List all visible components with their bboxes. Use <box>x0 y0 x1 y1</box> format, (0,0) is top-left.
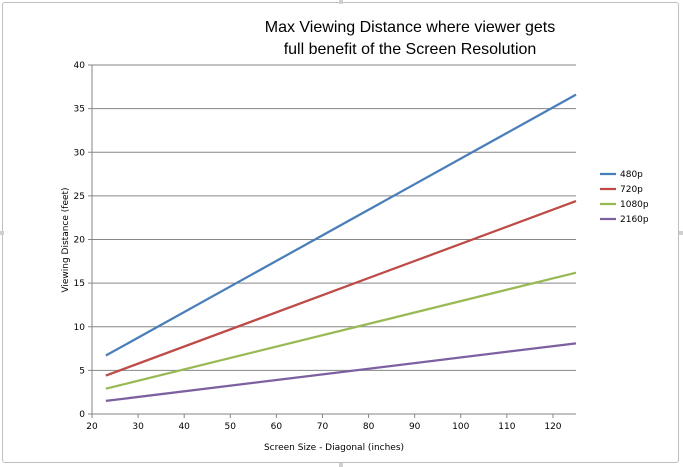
legend-label-2160p: 2160p <box>620 215 649 225</box>
resize-handle-bottom[interactable] <box>339 463 343 467</box>
y-tick-label: 10 <box>74 323 86 333</box>
x-tick-label: 100 <box>452 422 469 432</box>
x-tick-label: 50 <box>225 422 237 432</box>
y-tick-label: 30 <box>74 148 86 158</box>
x-tick-label: 80 <box>363 422 375 432</box>
y-axis-ticks: 0 5 10 15 20 25 30 35 40 <box>74 61 92 420</box>
x-axis-ticks: 20 30 40 50 60 70 80 90 100 110 120 <box>86 414 562 432</box>
chart-title-line-1: Max Viewing Distance where viewer gets <box>264 19 556 36</box>
chart-title-line-2: full benefit of the Screen Resolution <box>283 41 537 58</box>
resize-handle-top[interactable] <box>339 0 343 4</box>
legend-label-720p: 720p <box>620 185 643 195</box>
y-tick-label: 35 <box>74 105 85 115</box>
legend: 480p 720p 1080p 2160p <box>600 170 649 225</box>
x-tick-label: 40 <box>178 422 190 432</box>
x-axis-label: Screen Size - Diagonal (inches) <box>264 443 404 453</box>
y-tick-label: 5 <box>79 366 85 376</box>
series-line-480p <box>105 93 577 357</box>
y-tick-label: 25 <box>74 192 85 202</box>
y-tick-label: 0 <box>79 410 85 420</box>
gridlines <box>92 64 576 371</box>
legend-label-480p: 480p <box>620 170 643 180</box>
legend-label-1080p: 1080p <box>620 200 649 210</box>
x-tick-label: 90 <box>409 422 421 432</box>
x-tick-label: 120 <box>544 422 561 432</box>
y-tick-label: 40 <box>74 61 86 71</box>
resize-handle-right[interactable] <box>679 231 683 235</box>
x-tick-label: 70 <box>317 422 329 432</box>
x-tick-label: 60 <box>271 422 283 432</box>
x-tick-label: 20 <box>86 422 98 432</box>
series-line-720p <box>105 200 577 377</box>
series-lines <box>105 93 577 403</box>
series-line-1080p <box>105 271 577 390</box>
series-line-2160p <box>105 342 577 403</box>
y-tick-label: 15 <box>74 279 85 289</box>
x-tick-label: 30 <box>132 422 144 432</box>
x-tick-label: 110 <box>498 422 515 432</box>
y-tick-label: 20 <box>74 236 86 246</box>
y-axis-label: Viewing Distance (feet) <box>61 187 71 292</box>
resize-handle-left[interactable] <box>0 231 4 235</box>
